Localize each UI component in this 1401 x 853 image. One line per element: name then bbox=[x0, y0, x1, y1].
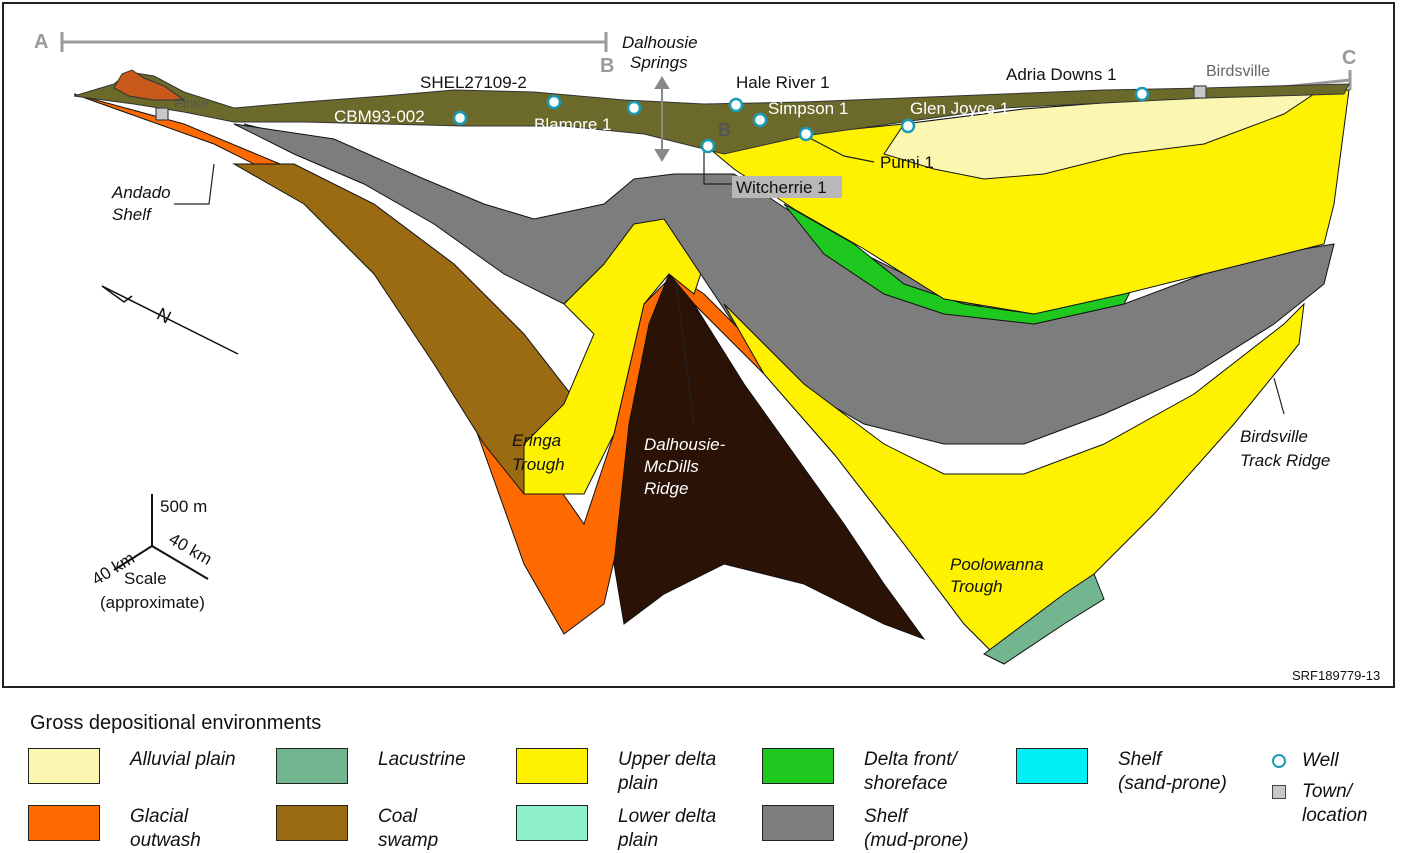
well-label-adria-downs-1: Adria Downs 1 bbox=[1006, 65, 1117, 84]
label-dalhousie-springs: Dalhousie Springs bbox=[622, 33, 698, 72]
well-marker-5 bbox=[900, 118, 916, 134]
upper-delta-plain-east bbox=[723, 302, 1305, 655]
well-marker-3 bbox=[728, 97, 744, 113]
legend-item-delta-front-shoreface: Delta front/ shoreface bbox=[762, 748, 1014, 796]
well-label-witcherrie-1: Witcherrie 1 bbox=[736, 178, 827, 197]
legend-label: Coal swamp bbox=[378, 806, 439, 851]
dalhousie-springs-pointer bbox=[654, 76, 670, 162]
well-marker-4 bbox=[752, 112, 768, 128]
legend-label: Shelf (mud-prone) bbox=[864, 806, 969, 851]
leader-lines bbox=[174, 133, 1285, 425]
well-marker-7 bbox=[798, 126, 814, 142]
endpoint-c: C bbox=[1342, 47, 1356, 69]
well-label-cbm93-002: CBM93-002 bbox=[334, 107, 425, 126]
legend-well: Well bbox=[1272, 749, 1339, 773]
section-line-ab bbox=[60, 32, 608, 52]
shelf-mud-prone-unit bbox=[233, 123, 1335, 445]
town-symbol-icon bbox=[1272, 785, 1286, 799]
legend-item-upper-delta-plain: Upper delta plain bbox=[516, 748, 768, 796]
label-poolowanna-trough: Poolowanna Trough bbox=[950, 555, 1044, 596]
town-symbols bbox=[155, 85, 1207, 121]
legend-swatch bbox=[1016, 748, 1088, 784]
legend-swatch bbox=[276, 748, 348, 784]
label-birdsville-track-ridge: Birdsville Track Ridge bbox=[1240, 427, 1330, 470]
legend-swatch bbox=[28, 748, 100, 784]
label-dalhousie-ridge: Dalhousie-McDills Ridge bbox=[644, 435, 726, 498]
legend-town: Town/ location bbox=[1272, 780, 1368, 828]
scale-note: (approximate) bbox=[100, 593, 205, 612]
cross-section-frame: N A B B C Dalhousie Springs SHEL27109-2 C… bbox=[2, 2, 1395, 688]
legend-label: Glacial outwash bbox=[130, 806, 201, 851]
legend-label: Delta front/ shoreface bbox=[864, 749, 957, 794]
well-marker-6 bbox=[1134, 86, 1150, 102]
well-label-glen-joyce-1: Glen Joyce 1 bbox=[910, 99, 1009, 118]
legend-item-alluvial-plain: Alluvial plain bbox=[28, 748, 280, 784]
legend-label: Lacustrine bbox=[378, 749, 466, 770]
well-label-simpson-1: Simpson 1 bbox=[768, 99, 848, 118]
endpoint-b: B bbox=[600, 55, 614, 77]
basin-cross-section-diagram: N A B B C Dalhousie Springs SHEL27109-2 C… bbox=[34, 31, 1380, 683]
legend-label: Shelf (sand-prone) bbox=[1118, 749, 1227, 794]
legend-label: Alluvial plain bbox=[130, 749, 236, 770]
town-label-finke: Finke bbox=[174, 95, 208, 111]
svg-text:N: N bbox=[154, 304, 175, 328]
ridge-basement bbox=[613, 273, 926, 641]
legend-label: Lower delta plain bbox=[618, 806, 717, 851]
label-andado-shelf: Andado Shelf bbox=[111, 183, 171, 224]
legend-swatch bbox=[762, 805, 834, 841]
legend-swatch bbox=[516, 805, 588, 841]
town-marker-1 bbox=[1193, 85, 1207, 99]
well-label-shel27109-2: SHEL27109-2 bbox=[420, 73, 527, 92]
legend-item-coal-swamp: Coal swamp bbox=[276, 805, 528, 853]
legend-item-shelf-mud-prone: Shelf (mud-prone) bbox=[762, 805, 1014, 853]
label-eringa-trough: Eringa Trough bbox=[512, 431, 565, 474]
endpoint-b2: B bbox=[718, 120, 731, 140]
well-marker-8 bbox=[700, 138, 716, 154]
well-marker-0 bbox=[546, 94, 562, 110]
legend-item-glacial-outwash: Glacial outwash bbox=[28, 805, 280, 853]
well-symbol-icon bbox=[1272, 754, 1286, 768]
well-label-hale-river-1: Hale River 1 bbox=[736, 73, 830, 92]
finke-hills bbox=[113, 69, 186, 101]
scale-caption: Scale bbox=[124, 569, 167, 588]
legend-label: Upper delta plain bbox=[618, 749, 717, 794]
well-symbols bbox=[452, 86, 1150, 154]
legend-well-label: Well bbox=[1302, 750, 1339, 771]
witcherrie-label-bg bbox=[732, 176, 842, 198]
town-marker-0 bbox=[155, 107, 169, 121]
legend-item-lower-delta-plain: Lower delta plain bbox=[516, 805, 768, 853]
north-arrow-icon: N bbox=[101, 285, 239, 355]
legend-town-label: Town/ location bbox=[1302, 781, 1368, 826]
well-label-blamore-1: Blamore 1 bbox=[534, 115, 611, 134]
endpoint-a: A bbox=[34, 31, 48, 53]
scale-bar bbox=[113, 494, 209, 580]
legend-swatch bbox=[28, 805, 100, 841]
well-label-purni-1: Purni 1 bbox=[880, 153, 934, 172]
figure-id: SRF189779-13 bbox=[1292, 668, 1380, 683]
legend-item-shelf-sand-prone: Shelf (sand-prone) bbox=[1016, 748, 1268, 796]
legend-item-lacustrine: Lacustrine bbox=[276, 748, 528, 784]
scale-vertical-label: 500 m bbox=[160, 497, 207, 516]
lacustrine-strip bbox=[983, 573, 1105, 665]
scale-horizontal-label-2: 40 km bbox=[166, 529, 216, 569]
legend-swatch bbox=[762, 748, 834, 784]
legend-title: Gross depositional environments bbox=[30, 712, 322, 734]
topography-surface bbox=[73, 71, 1350, 155]
well-marker-1 bbox=[452, 110, 468, 126]
legend-swatch bbox=[276, 805, 348, 841]
town-label-birdsville: Birdsville bbox=[1206, 63, 1270, 80]
well-marker-2 bbox=[626, 100, 642, 116]
legend-swatch bbox=[516, 748, 588, 784]
